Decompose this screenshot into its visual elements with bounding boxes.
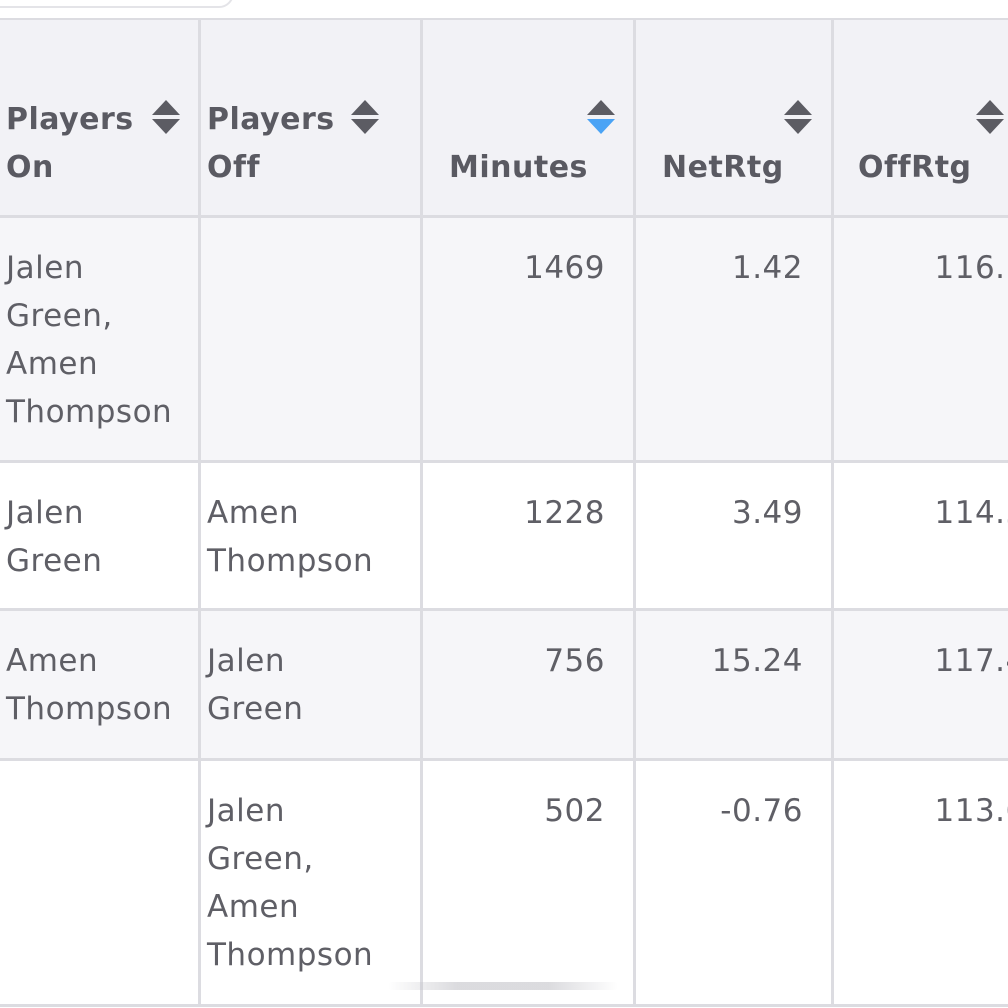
column-header-label: Minutes xyxy=(449,150,588,185)
cell-netrtg: 1.42 xyxy=(636,218,834,460)
lineup-stats-table: Players On Players Off Minutes xyxy=(0,18,1008,1007)
table-row[interactable]: Jalen Green Amen Thompson 1228 3.49 114.… xyxy=(0,463,1008,611)
cell-netrtg: -0.76 xyxy=(636,761,834,1004)
column-header-minutes[interactable]: Minutes xyxy=(423,20,636,215)
sort-icon[interactable] xyxy=(974,98,1006,136)
cell-netrtg: 3.49 xyxy=(636,463,834,608)
column-header-netrtg[interactable]: NetRtg xyxy=(636,20,834,215)
column-header-label: Players On xyxy=(6,102,134,185)
cell-players-on: Jalen Green, Amen Thompson xyxy=(0,218,201,460)
column-header-offrtg[interactable]: OffRtg xyxy=(834,20,1008,215)
cell-minutes: 502 xyxy=(423,761,636,1004)
table-row[interactable]: Amen Thompson Jalen Green 756 15.24 117.… xyxy=(0,611,1008,761)
cell-minutes: 1469 xyxy=(423,218,636,460)
search-field-edge[interactable] xyxy=(0,0,234,8)
cell-players-off: Jalen Green, Amen Thompson xyxy=(201,761,423,1004)
table-row[interactable]: Jalen Green, Amen Thompson 1469 1.42 116… xyxy=(0,218,1008,463)
sort-icon[interactable] xyxy=(349,98,381,136)
column-header-players-on[interactable]: Players On xyxy=(0,20,201,215)
column-header-players-off[interactable]: Players Off xyxy=(201,20,423,215)
cell-minutes: 756 xyxy=(423,611,636,758)
cell-offrtg: 114.58 xyxy=(934,495,1008,531)
sort-descending-icon[interactable] xyxy=(585,98,617,136)
cell-offrtg: 116.72 xyxy=(934,250,1008,286)
column-header-label: Players Off xyxy=(207,102,335,185)
cell-players-off: Jalen Green xyxy=(201,611,423,758)
cell-netrtg: 15.24 xyxy=(636,611,834,758)
cell-offrtg: 113.65 xyxy=(934,793,1008,829)
cell-players-on xyxy=(0,761,201,1004)
column-header-label: NetRtg xyxy=(662,150,784,185)
horizontal-scrollbar[interactable] xyxy=(388,982,618,990)
table-row[interactable]: Jalen Green, Amen Thompson 502 -0.76 113… xyxy=(0,761,1008,1007)
cell-players-off xyxy=(201,218,423,460)
sort-icon[interactable] xyxy=(150,98,182,136)
sort-icon[interactable] xyxy=(782,98,814,136)
column-header-label: OffRtg xyxy=(858,150,972,185)
table-header-row: Players On Players Off Minutes xyxy=(0,20,1008,218)
cell-players-on: Jalen Green xyxy=(0,463,201,608)
cell-players-on: Amen Thompson xyxy=(0,611,201,758)
top-bar xyxy=(0,0,1008,18)
cell-minutes: 1228 xyxy=(423,463,636,608)
cell-players-off: Amen Thompson xyxy=(201,463,423,608)
cell-offrtg: 117.45 xyxy=(934,643,1008,679)
